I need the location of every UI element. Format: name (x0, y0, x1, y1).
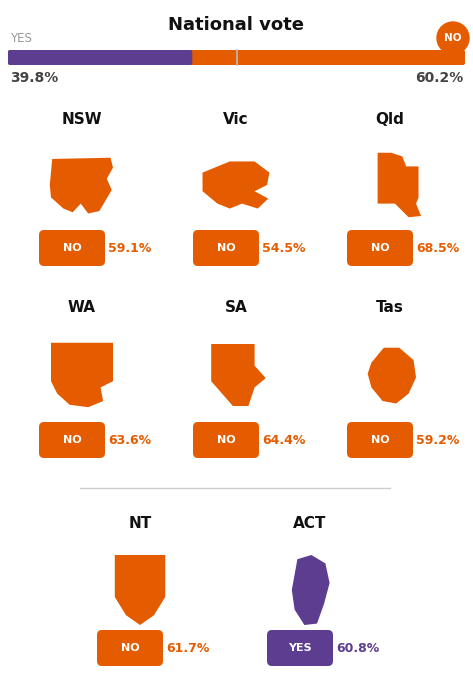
FancyBboxPatch shape (8, 50, 465, 65)
Text: 61.7%: 61.7% (166, 642, 210, 655)
Text: NO: NO (371, 435, 389, 445)
Text: Qld: Qld (376, 112, 404, 127)
Text: NT: NT (128, 516, 152, 531)
Text: 59.1%: 59.1% (108, 241, 151, 254)
Text: Tas: Tas (376, 300, 404, 315)
Text: 60.8%: 60.8% (336, 642, 379, 655)
Polygon shape (377, 153, 421, 218)
FancyBboxPatch shape (193, 422, 259, 458)
Polygon shape (292, 555, 330, 625)
Text: National vote: National vote (168, 16, 304, 34)
Text: NSW: NSW (61, 112, 102, 127)
Text: NO: NO (63, 243, 81, 253)
Text: 59.2%: 59.2% (416, 434, 459, 447)
Text: 54.5%: 54.5% (262, 241, 306, 254)
FancyBboxPatch shape (267, 630, 333, 666)
Text: YES: YES (288, 643, 312, 653)
Text: ACT: ACT (293, 516, 327, 531)
Text: WA: WA (68, 300, 96, 315)
Text: NO: NO (63, 435, 81, 445)
FancyBboxPatch shape (39, 422, 105, 458)
Polygon shape (202, 162, 270, 209)
Text: SA: SA (225, 300, 247, 315)
FancyBboxPatch shape (97, 630, 163, 666)
Polygon shape (368, 348, 416, 404)
FancyBboxPatch shape (347, 230, 413, 266)
Text: 68.5%: 68.5% (416, 241, 459, 254)
Text: NO: NO (121, 643, 140, 653)
Polygon shape (51, 343, 113, 407)
FancyBboxPatch shape (193, 230, 259, 266)
Text: NO: NO (217, 435, 235, 445)
FancyBboxPatch shape (8, 50, 193, 65)
FancyBboxPatch shape (39, 230, 105, 266)
Text: NO: NO (444, 33, 462, 43)
Polygon shape (115, 555, 165, 625)
Polygon shape (211, 344, 266, 406)
Text: 63.6%: 63.6% (108, 434, 151, 447)
Text: YES: YES (10, 31, 32, 44)
Text: 39.8%: 39.8% (10, 71, 58, 85)
Circle shape (437, 22, 469, 54)
Text: Vic: Vic (223, 112, 249, 127)
Polygon shape (50, 158, 113, 213)
Text: 60.2%: 60.2% (415, 71, 463, 85)
Text: 64.4%: 64.4% (262, 434, 306, 447)
FancyBboxPatch shape (347, 422, 413, 458)
Text: NO: NO (217, 243, 235, 253)
Text: NO: NO (371, 243, 389, 253)
